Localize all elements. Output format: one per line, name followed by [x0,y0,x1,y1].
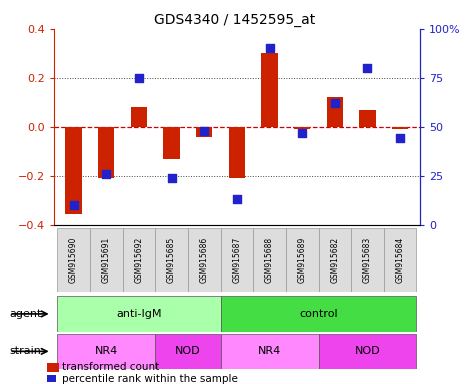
Bar [392,127,408,129]
Text: GSM915684: GSM915684 [396,237,405,283]
Bar [294,127,310,129]
Text: NOD: NOD [175,346,201,356]
Text: transformed count: transformed count [62,362,159,372]
Text: NOD: NOD [355,346,380,356]
Point [102,170,110,177]
Point [266,45,273,51]
Text: GSM915692: GSM915692 [134,237,144,283]
Point [135,74,143,81]
Point [364,65,371,71]
Bar [359,109,376,127]
Bar [90,228,122,292]
Text: GSM915683: GSM915683 [363,237,372,283]
Text: GSM915691: GSM915691 [102,237,111,283]
Bar [188,228,220,292]
Bar [220,296,416,332]
Text: NR4: NR4 [258,346,281,356]
Text: GSM915686: GSM915686 [200,237,209,283]
Point [233,196,241,202]
Point [168,175,175,181]
Bar [163,127,180,159]
Bar [57,228,90,292]
Point [200,127,208,134]
Text: control: control [299,309,338,319]
Bar [57,334,155,369]
Bar [122,228,155,292]
Text: anti-IgM: anti-IgM [116,309,162,319]
Text: strain: strain [9,346,41,356]
Text: percentile rank within the sample: percentile rank within the sample [62,374,238,384]
Bar [286,228,318,292]
Text: GSM915685: GSM915685 [167,237,176,283]
Bar [351,228,384,292]
Bar [155,334,220,369]
Point [70,202,77,208]
Text: NR4: NR4 [95,346,118,356]
Text: agent: agent [9,309,42,319]
Text: GSM915682: GSM915682 [330,237,340,283]
Bar [318,228,351,292]
Bar [261,53,278,127]
Text: GSM915688: GSM915688 [265,237,274,283]
Bar [57,296,220,332]
Bar [98,127,114,178]
Bar [384,228,416,292]
Bar [220,228,253,292]
Point [298,129,306,136]
Text: GSM915687: GSM915687 [232,237,242,283]
Point [396,136,404,142]
Bar [327,98,343,127]
Point [331,100,339,106]
Bar [196,127,212,137]
Text: GDS4340 / 1452595_at: GDS4340 / 1452595_at [154,13,315,27]
Text: GSM915690: GSM915690 [69,237,78,283]
Bar [65,127,82,214]
Bar [220,334,318,369]
Bar [131,107,147,127]
Text: GSM915689: GSM915689 [298,237,307,283]
Bar [155,228,188,292]
Bar [253,228,286,292]
Bar [318,334,416,369]
Bar [229,127,245,178]
